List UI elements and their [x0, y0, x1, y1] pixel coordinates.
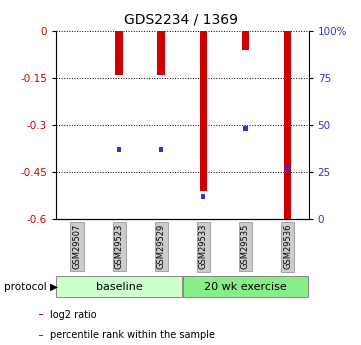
Text: GSM29533: GSM29533 [199, 224, 208, 269]
Bar [243, 127, 248, 131]
Text: protocol ▶: protocol ▶ [4, 282, 58, 292]
Text: GSM29529: GSM29529 [157, 224, 166, 269]
Text: log2 ratio: log2 ratio [51, 309, 97, 319]
Bar [183, 276, 308, 297]
Bar [39, 314, 43, 315]
Bar [200, 31, 207, 191]
Text: GSM29536: GSM29536 [283, 224, 292, 269]
Bar [56, 276, 182, 297]
Bar [39, 335, 43, 336]
Bar [284, 31, 291, 219]
Text: baseline: baseline [96, 282, 143, 292]
Bar [117, 147, 121, 152]
Text: GSM29507: GSM29507 [73, 224, 82, 269]
Text: GSM29523: GSM29523 [115, 224, 123, 269]
Bar [286, 166, 290, 171]
Text: 20 wk exercise: 20 wk exercise [204, 282, 287, 292]
Bar [242, 31, 249, 50]
Text: GDS2234 / 1369: GDS2234 / 1369 [123, 12, 238, 26]
Bar [159, 147, 163, 152]
Bar [157, 31, 165, 75]
Bar [201, 194, 205, 199]
Text: percentile rank within the sample: percentile rank within the sample [51, 330, 216, 340]
Bar [115, 31, 123, 75]
Text: GSM29535: GSM29535 [241, 224, 250, 269]
